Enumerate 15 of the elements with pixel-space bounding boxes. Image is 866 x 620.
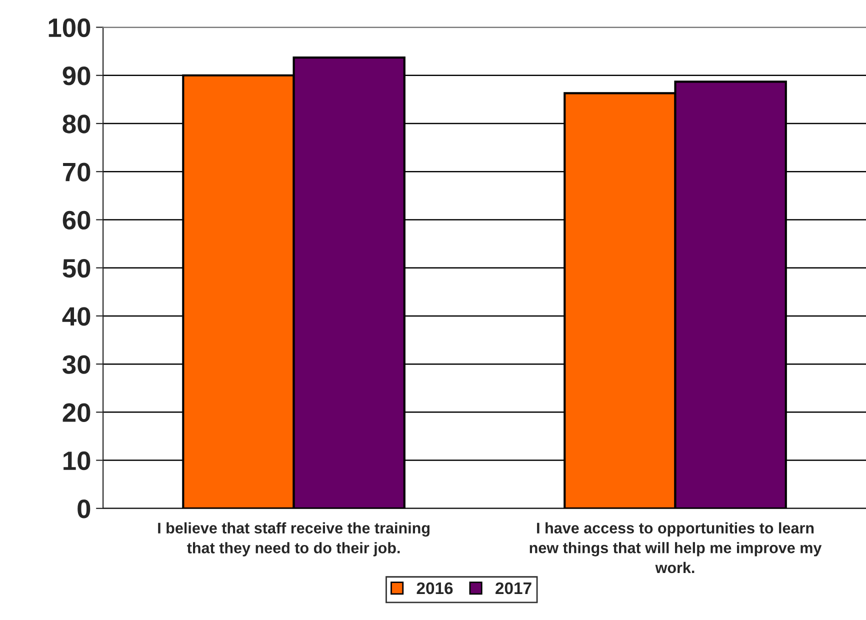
y-tick-label: 100 <box>48 18 90 38</box>
y-tick-label: 80 <box>62 114 90 134</box>
y-tick-label: 10 <box>64 451 90 470</box>
y-tick-label: 60 <box>62 210 90 230</box>
x-tick-label: I have access to opportunities to learn new things that will help me improve my work. <box>530 522 822 574</box>
y-tick-label: 20 <box>62 403 90 422</box>
legend-label: 2017 <box>496 582 532 594</box>
legend-label: 2016 <box>416 582 453 594</box>
y-tick-label: 0 <box>78 500 90 518</box>
y-tick-label: 70 <box>63 162 90 182</box>
y-tick-label: 30 <box>62 355 90 374</box>
y-tick-label: 50 <box>62 258 90 278</box>
y-tick-label: 90 <box>62 66 90 86</box>
y-tick-label: 40 <box>62 307 90 326</box>
x-tick-label: I believe that staff receive the training that they need to do their job. <box>158 522 430 556</box>
